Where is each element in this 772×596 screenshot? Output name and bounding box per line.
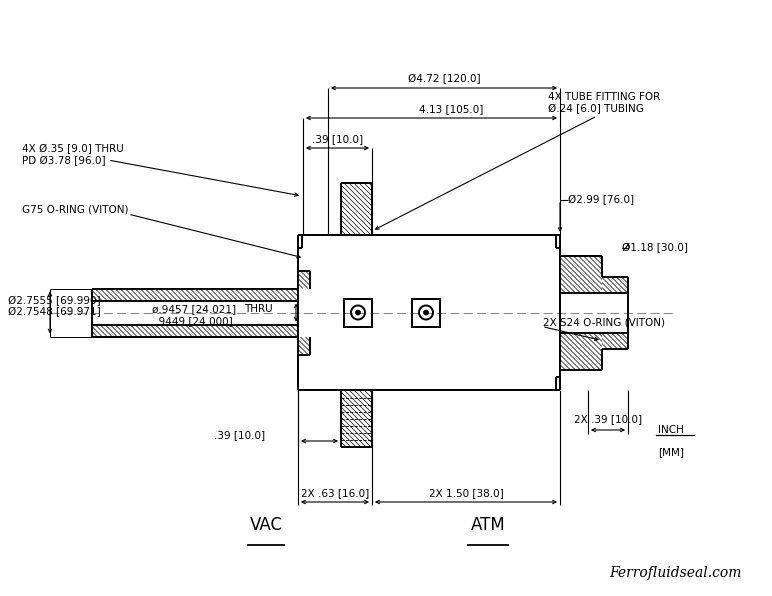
Text: THRU: THRU	[244, 305, 273, 315]
Text: 2X 1.50 [38.0]: 2X 1.50 [38.0]	[428, 488, 503, 498]
Text: 4X TUBE FITTING FOR
Ø.24 [6.0] TUBING: 4X TUBE FITTING FOR Ø.24 [6.0] TUBING	[548, 92, 660, 114]
Text: ø.9457 [24.021]
 .9449 [24.000]: ø.9457 [24.021] .9449 [24.000]	[152, 305, 236, 326]
Text: .39 [10.0]: .39 [10.0]	[214, 430, 265, 440]
Text: 2X S24 O-RING (VITON): 2X S24 O-RING (VITON)	[543, 318, 665, 327]
Text: Ø1.18 [30.0]: Ø1.18 [30.0]	[622, 243, 688, 253]
Text: VAC: VAC	[249, 516, 283, 534]
Text: [MM]: [MM]	[658, 447, 684, 457]
Bar	[344, 299, 372, 327]
Circle shape	[424, 310, 428, 315]
Text: ATM: ATM	[471, 516, 506, 534]
Circle shape	[355, 310, 361, 315]
Text: Ø4.72 [120.0]: Ø4.72 [120.0]	[408, 74, 480, 84]
Text: 4X Ø.35 [9.0] THRU
PD Ø3.78 [96.0]: 4X Ø.35 [9.0] THRU PD Ø3.78 [96.0]	[22, 144, 124, 166]
Text: INCH: INCH	[658, 425, 684, 435]
Text: 2X .63 [16.0]: 2X .63 [16.0]	[301, 488, 369, 498]
Bar	[412, 299, 440, 327]
Text: G75 O-RING (VITON): G75 O-RING (VITON)	[22, 205, 128, 215]
Text: Ø2.99 [76.0]: Ø2.99 [76.0]	[568, 195, 634, 205]
Text: Ferrofluidseal.com: Ferrofluidseal.com	[610, 566, 742, 580]
Text: Ø2.7555 [69.990]
Ø2.7548 [69.971]: Ø2.7555 [69.990] Ø2.7548 [69.971]	[8, 296, 101, 318]
Text: .39 [10.0]: .39 [10.0]	[312, 134, 363, 144]
Text: 4.13 [105.0]: 4.13 [105.0]	[419, 104, 484, 114]
Text: 2X .39 [10.0]: 2X .39 [10.0]	[574, 414, 642, 424]
